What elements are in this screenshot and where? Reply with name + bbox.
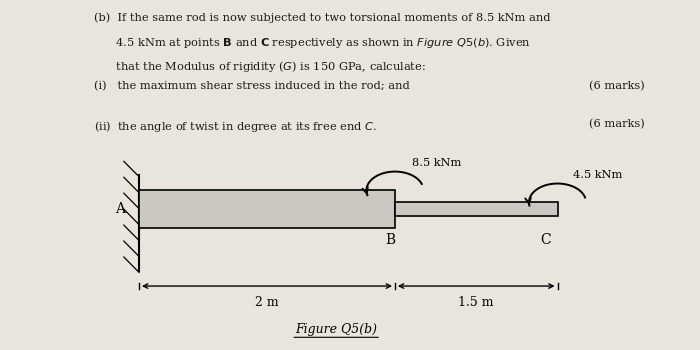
Text: (ii)  the angle of twist in degree at its free end $\mathit{C}$.: (ii) the angle of twist in degree at its… [94, 119, 377, 134]
Text: C: C [540, 233, 551, 247]
Text: 4.5 kNm at points $\bf{B}$ and $\bf{C}$ respectively as shown in $\mathbf{\mathi: 4.5 kNm at points $\bf{B}$ and $\bf{C}$ … [94, 36, 531, 50]
FancyBboxPatch shape [395, 202, 557, 216]
Text: 2 m: 2 m [256, 296, 279, 309]
Text: (6 marks): (6 marks) [589, 119, 645, 129]
Text: B: B [385, 233, 396, 247]
Text: 4.5 kNm: 4.5 kNm [573, 170, 622, 180]
Text: 1.5 m: 1.5 m [458, 296, 494, 309]
Text: that the Modulus of rigidity ($\mathbf{\mathit{G}}$) is 150 GPa, calculate:: that the Modulus of rigidity ($\mathbf{\… [94, 59, 426, 74]
Text: 8.5 kNm: 8.5 kNm [412, 158, 461, 168]
Text: (i)   the maximum shear stress induced in the rod; and: (i) the maximum shear stress induced in … [94, 81, 410, 91]
Text: (6 marks): (6 marks) [589, 81, 645, 91]
Text: (b)  If the same rod is now subjected to two torsional moments of 8.5 kNm and: (b) If the same rod is now subjected to … [94, 13, 551, 23]
Text: A: A [116, 202, 125, 216]
FancyBboxPatch shape [139, 190, 395, 228]
Text: Figure Q5(b): Figure Q5(b) [295, 323, 377, 336]
